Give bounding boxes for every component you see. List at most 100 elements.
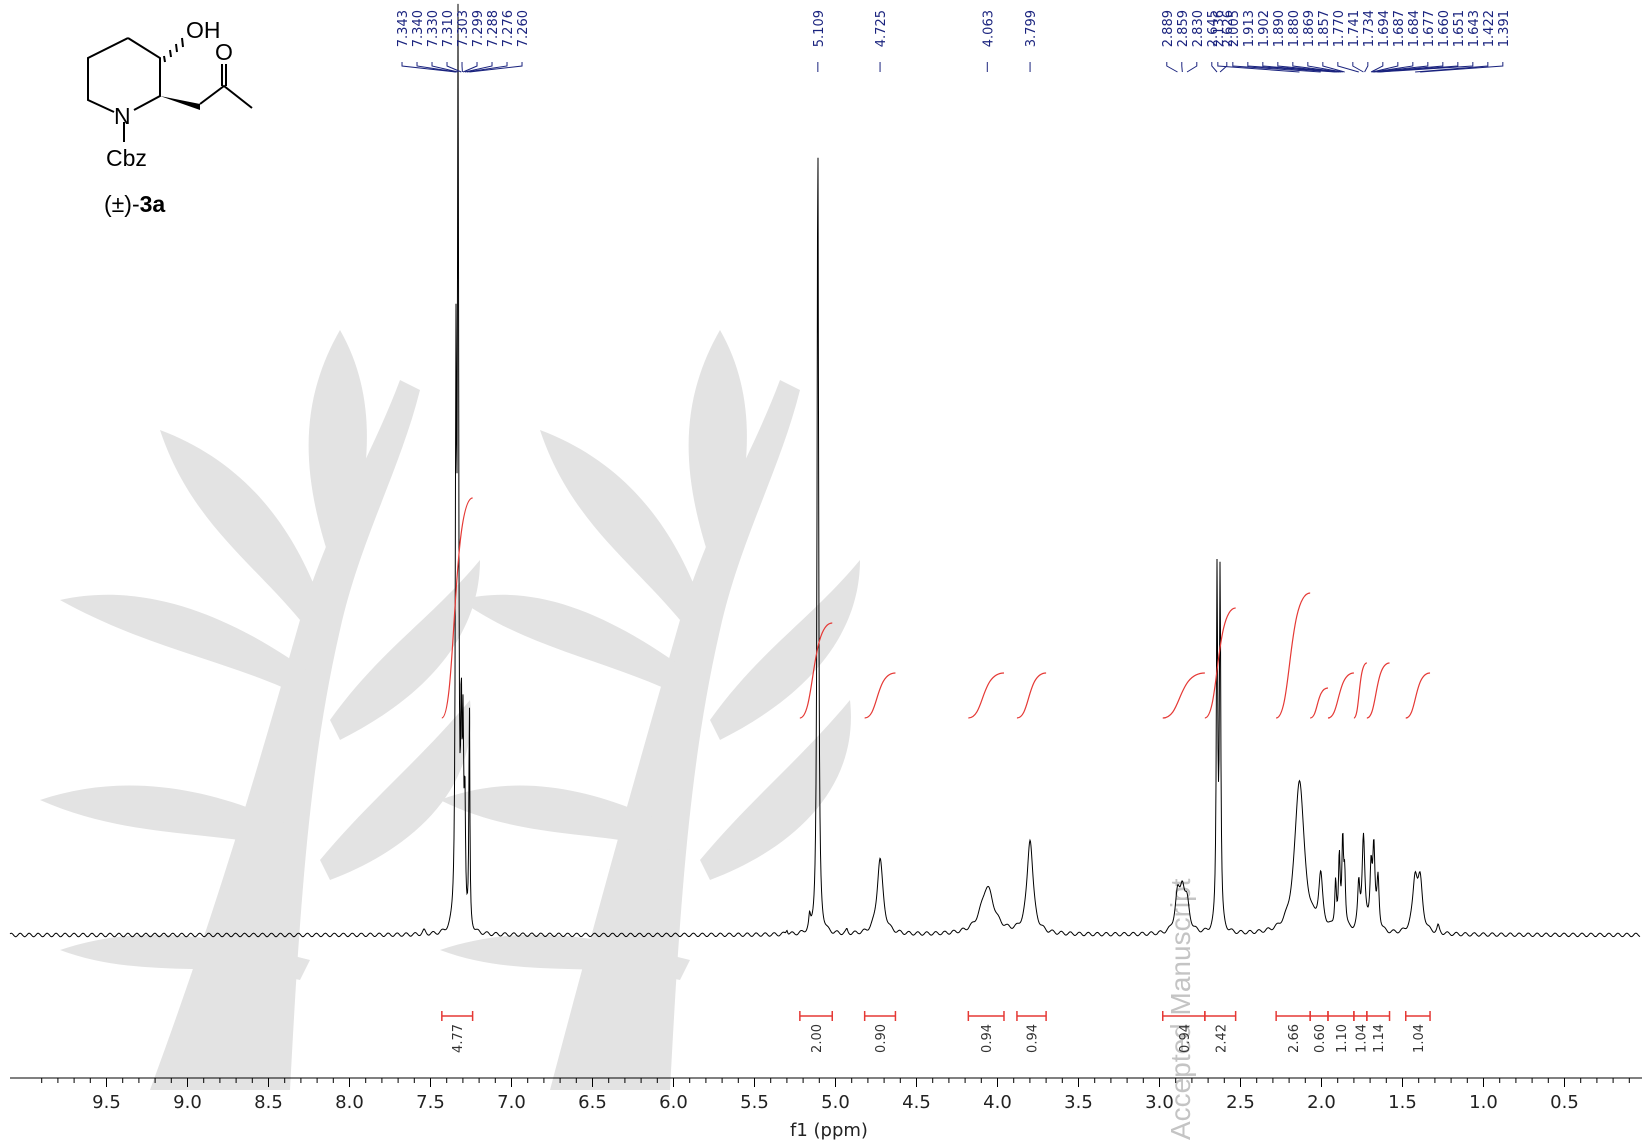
x-tick-label: 8.5 <box>254 1092 283 1113</box>
integral-value: 0.94 <box>980 1024 995 1053</box>
integral-value: 0.60 <box>1313 1024 1328 1053</box>
peak-label: 2.859 <box>1176 10 1191 47</box>
nitrogen-label: N <box>114 103 131 129</box>
x-axis: 9.5 9.0 8.5 8.0 7.5 7.0 6.5 6.0 5.5 5.0 4.5 4.0 3.5 3… <box>10 1077 1642 1140</box>
peak-label-leader <box>464 62 493 73</box>
integral-value: 1.10 <box>1335 1024 1350 1053</box>
integral-curve <box>1016 672 1047 719</box>
hash-bond <box>163 37 184 63</box>
peak-label: 2.136 <box>1212 10 1227 47</box>
integral-curve <box>968 672 1005 719</box>
integral-value: 2.42 <box>1214 1024 1229 1053</box>
peak-label-leader <box>1307 62 1343 73</box>
peak-label-leader <box>1337 62 1359 73</box>
peak-label-leader <box>1372 62 1399 73</box>
peak-label: 1.741 <box>1347 10 1362 47</box>
x-tick-label: 9.5 <box>92 1092 121 1113</box>
integral-value: 2.00 <box>810 1024 825 1053</box>
peak-label-leader <box>1211 62 1218 73</box>
peak-label: 7.343 <box>396 10 411 47</box>
integral-curve <box>1275 592 1311 719</box>
peak-label-leader <box>446 62 462 73</box>
peak-label-leader <box>1420 62 1504 73</box>
integral-curve <box>799 622 833 719</box>
peak-label: 7.276 <box>501 10 516 47</box>
peak-label-leader <box>1219 62 1228 73</box>
integral-curve <box>1327 672 1355 719</box>
peak-label: 1.890 <box>1272 10 1287 47</box>
peak-label-leader <box>401 62 456 73</box>
x-tick-label: 7.0 <box>497 1092 526 1113</box>
x-tick-label: 1.0 <box>1469 1092 1498 1113</box>
structure-bonds <box>87 37 253 142</box>
x-tick-label: 5.0 <box>821 1092 850 1113</box>
peak-label-leader <box>1322 62 1345 73</box>
peak-label-leader <box>1352 62 1364 73</box>
peak-label-leader <box>1372 62 1414 73</box>
peak-label: 2.626 <box>1221 10 1236 47</box>
peak-label: 1.902 <box>1257 10 1272 47</box>
integral-value: 1.14 <box>1372 1024 1387 1053</box>
peak-label-leader <box>1277 62 1340 73</box>
peak-label-leader <box>1232 62 1321 73</box>
integral-value: 1.04 <box>1412 1024 1427 1053</box>
x-axis-label: f1 (ppm) <box>790 1120 868 1140</box>
integral-curve <box>1309 687 1329 719</box>
peak-label: 2.005 <box>1227 10 1242 47</box>
peak-label: 3.799 <box>1024 10 1039 47</box>
peak-label: 1.643 <box>1467 10 1482 47</box>
integral-curve <box>1204 607 1236 719</box>
peak-label-leader <box>1364 62 1369 73</box>
peak-label: 1.880 <box>1287 10 1302 47</box>
peak-label-leader <box>1217 62 1300 73</box>
peak-label: 4.063 <box>981 10 996 47</box>
peak-label: 5.109 <box>812 10 827 47</box>
peak-label: 2.889 <box>1161 10 1176 47</box>
peak-label-leader <box>1370 62 1384 73</box>
integrals: 4.77 2.00 0.90 0.94 0.94 0.94 2.42 2.66 0.60 1.10… <box>441 497 1431 1053</box>
integral-curve <box>1353 662 1368 719</box>
spectrum-trace <box>9 3 1641 938</box>
peak-label-leader <box>416 62 457 73</box>
compound-label: (±)-3a <box>104 191 165 217</box>
peak-label: 1.684 <box>1407 10 1422 47</box>
peak-label: 1.422 <box>1482 10 1497 47</box>
x-tick-label: 2.0 <box>1307 1092 1336 1113</box>
x-tick-label: 3.0 <box>1145 1092 1174 1113</box>
x-tick-label: 5.5 <box>740 1092 769 1113</box>
integral-curve <box>441 497 473 719</box>
x-tick-label: 0.5 <box>1550 1092 1579 1113</box>
peak-label: 7.260 <box>516 10 531 47</box>
integral-curve <box>1405 672 1431 719</box>
x-tick-label: 7.5 <box>416 1092 445 1113</box>
peak-label: 7.288 <box>486 10 501 47</box>
integral-value: 0.90 <box>874 1024 889 1053</box>
peak-label-leader <box>462 62 478 73</box>
x-tick-label: 6.5 <box>578 1092 607 1113</box>
publisher-logo-watermark <box>40 330 860 1090</box>
peak-label: 1.694 <box>1377 10 1392 47</box>
integral-curve <box>1366 662 1390 719</box>
peak-label: 1.734 <box>1362 10 1377 47</box>
peak-label-leader <box>1186 62 1198 73</box>
peak-label: 1.660 <box>1437 10 1452 47</box>
peak-label: 1.869 <box>1302 10 1317 47</box>
peak-label: 7.303 <box>456 10 471 47</box>
peak-label: 7.340 <box>411 10 426 47</box>
peak-label-leader <box>1415 62 1489 73</box>
peak-label: 1.391 <box>1497 10 1512 47</box>
peak-label: 7.330 <box>426 10 441 47</box>
peak-label-leader <box>1379 62 1474 73</box>
peak-label-leader <box>469 62 523 73</box>
x-tick-label: 9.0 <box>173 1092 202 1113</box>
integral-value: 0.94 <box>1026 1024 1041 1053</box>
compound-prefix: (±)- <box>104 191 140 217</box>
integral-value: 0.94 <box>1178 1024 1193 1053</box>
peak-label-leader <box>466 62 508 73</box>
x-tick-label: 6.0 <box>659 1092 688 1113</box>
x-tick-label: 2.5 <box>1226 1092 1255 1113</box>
x-axis-ticks: 9.5 9.0 8.5 8.0 7.5 7.0 6.5 6.0 5.5 5.0 4.5 4.0 3.5 3… <box>41 1078 1630 1113</box>
peak-label-leader <box>1292 62 1342 73</box>
